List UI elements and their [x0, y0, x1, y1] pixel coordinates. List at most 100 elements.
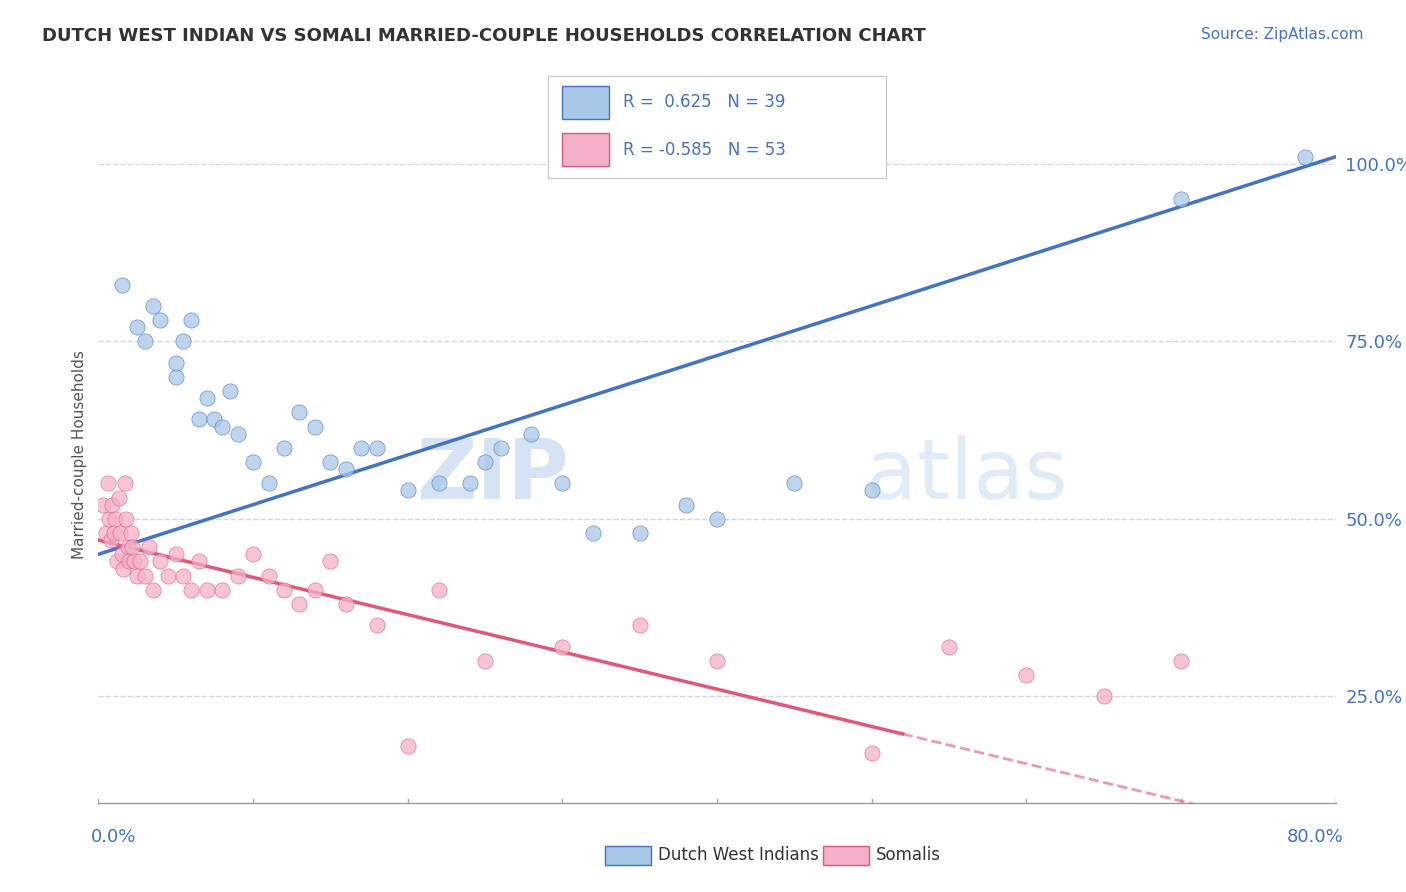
Point: [188, 554, 211, 568]
Point: [458, 476, 481, 491]
Point: [117, 540, 139, 554]
Point: [860, 483, 883, 498]
Point: [195, 582, 218, 597]
Point: [783, 476, 806, 491]
Point: [165, 547, 187, 561]
Point: [98, 512, 121, 526]
Point: [100, 533, 122, 548]
Point: [273, 582, 295, 597]
Point: [242, 547, 264, 561]
Text: ZIP: ZIP: [416, 435, 568, 516]
Point: [127, 320, 149, 334]
Point: [120, 526, 142, 541]
Point: [149, 313, 172, 327]
Point: [427, 476, 450, 491]
Point: [172, 568, 194, 582]
Point: [211, 582, 233, 597]
Point: [288, 597, 311, 611]
Text: R = -0.585   N = 53: R = -0.585 N = 53: [623, 141, 786, 159]
Point: [115, 512, 138, 526]
Point: [91, 498, 114, 512]
Point: [149, 554, 172, 568]
Point: [101, 498, 124, 512]
Point: [134, 568, 156, 582]
Point: [938, 640, 960, 654]
Point: [1170, 192, 1192, 206]
Text: 80.0%: 80.0%: [1286, 828, 1344, 846]
Point: [1294, 150, 1316, 164]
Point: [114, 476, 136, 491]
Point: [165, 369, 187, 384]
Point: [211, 419, 233, 434]
Text: Dutch West Indians: Dutch West Indians: [658, 847, 818, 864]
Point: [520, 426, 543, 441]
Point: [107, 491, 129, 505]
Point: [97, 476, 120, 491]
Point: [188, 412, 211, 426]
Point: [675, 498, 697, 512]
Point: [129, 554, 152, 568]
Point: [118, 554, 141, 568]
Point: [288, 405, 311, 419]
Bar: [562, 133, 609, 166]
Point: [366, 618, 388, 632]
Point: [396, 483, 419, 498]
Point: [474, 455, 496, 469]
Point: [551, 476, 574, 491]
Point: [108, 526, 131, 541]
Point: [366, 441, 388, 455]
Point: [706, 512, 728, 526]
Text: 0.0%: 0.0%: [91, 828, 136, 846]
Point: [628, 618, 651, 632]
Point: [111, 277, 132, 292]
Point: [304, 419, 326, 434]
Point: [138, 540, 160, 554]
Point: [122, 554, 145, 568]
Text: R =  0.625   N = 39: R = 0.625 N = 39: [623, 94, 785, 112]
Point: [96, 526, 118, 541]
Point: [204, 412, 226, 426]
Point: [350, 441, 373, 455]
Point: [551, 640, 574, 654]
Point: [172, 334, 194, 349]
Point: [127, 568, 149, 582]
Point: [489, 441, 512, 455]
Point: [105, 554, 128, 568]
Point: [319, 455, 342, 469]
Text: Source: ZipAtlas.com: Source: ZipAtlas.com: [1201, 27, 1364, 42]
Point: [134, 334, 156, 349]
Point: [1015, 668, 1038, 682]
Text: DUTCH WEST INDIAN VS SOMALI MARRIED-COUPLE HOUSEHOLDS CORRELATION CHART: DUTCH WEST INDIAN VS SOMALI MARRIED-COUP…: [42, 27, 927, 45]
Point: [112, 561, 135, 575]
Point: [257, 568, 280, 582]
Text: Somalis: Somalis: [876, 847, 941, 864]
Point: [706, 654, 728, 668]
Point: [257, 476, 280, 491]
Point: [335, 462, 357, 476]
Point: [219, 384, 242, 398]
Point: [335, 597, 357, 611]
Point: [242, 455, 264, 469]
Text: atlas: atlas: [866, 435, 1067, 516]
Point: [103, 526, 125, 541]
Point: [628, 526, 651, 541]
Point: [195, 391, 218, 405]
Point: [141, 299, 165, 313]
Point: [180, 582, 202, 597]
Point: [157, 568, 180, 582]
Point: [427, 582, 450, 597]
Y-axis label: Married-couple Households: Married-couple Households: [72, 351, 87, 559]
Point: [141, 582, 165, 597]
Point: [1170, 654, 1192, 668]
Point: [273, 441, 295, 455]
Point: [396, 739, 419, 753]
Point: [304, 582, 326, 597]
Point: [1092, 690, 1115, 704]
Point: [111, 547, 132, 561]
Point: [226, 426, 249, 441]
Point: [121, 540, 143, 554]
Point: [165, 356, 187, 370]
Point: [104, 512, 127, 526]
Point: [474, 654, 496, 668]
Point: [860, 746, 883, 760]
